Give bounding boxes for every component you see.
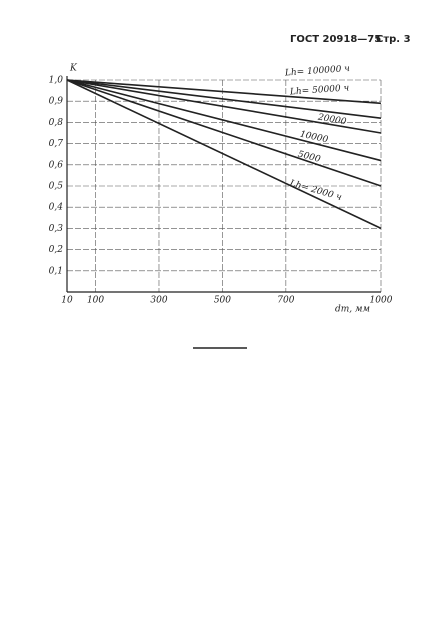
y-tick-label: 0,9 xyxy=(49,97,64,107)
curve-label: Lh= 2000 ч xyxy=(288,178,343,203)
page-number: Стр. 3 xyxy=(376,34,411,45)
y-tick-label: 0,4 xyxy=(49,203,64,213)
curve xyxy=(66,79,382,162)
y-tick-label: 0,3 xyxy=(49,224,64,234)
curve-label: Lh= 50000 ч xyxy=(289,83,350,97)
x-tick-label: 700 xyxy=(277,296,294,306)
y-tick-label: 0,1 xyxy=(49,266,63,276)
curve-label: 5000 xyxy=(297,150,322,165)
x-tick-label: 1000 xyxy=(370,296,393,306)
x-tick-label: 300 xyxy=(150,296,167,306)
y-label: K xyxy=(69,64,78,74)
curve xyxy=(66,79,382,105)
y-tick-label: 0,7 xyxy=(49,139,64,149)
y-tick-label: 0,5 xyxy=(49,182,64,192)
standard: ГОСТ 20918—75 xyxy=(290,34,381,45)
x-label: dm, мм xyxy=(335,305,370,315)
x-tick-label: 500 xyxy=(214,296,231,306)
x-tick-label: 100 xyxy=(87,296,104,306)
curve-label: Lh= 100000 ч xyxy=(284,64,351,79)
y-tick-label: 1,0 xyxy=(49,76,64,86)
curve xyxy=(66,79,382,119)
curve xyxy=(66,79,382,134)
y-tick-label: 0,2 xyxy=(49,245,64,255)
y-tick-label: 0,6 xyxy=(49,160,64,170)
y-tick-label: 0,8 xyxy=(49,118,64,128)
curve xyxy=(66,79,382,187)
x-tick-label: 10 xyxy=(61,296,73,306)
curve xyxy=(66,79,382,230)
